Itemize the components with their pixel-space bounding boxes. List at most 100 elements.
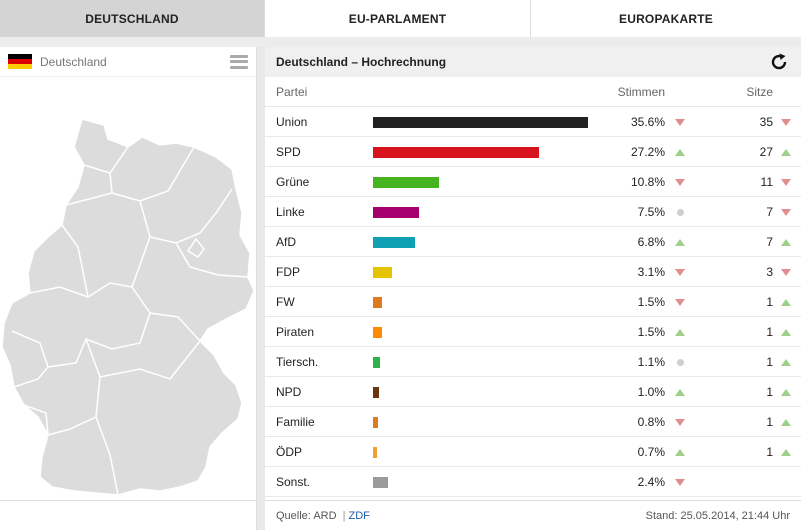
vote-percent: 1.1% <box>637 355 665 369</box>
seat-count: 3 <box>766 265 773 279</box>
vote-share-bar <box>373 326 382 338</box>
seat-trend-down-icon <box>781 208 791 216</box>
bar-cell <box>373 287 588 317</box>
vote-percent: 1.5% <box>637 325 665 339</box>
table-row[interactable]: AfD 6.8% 7 <box>265 227 801 257</box>
top-tabs: DEUTSCHLAND EU-PARLAMENT EUROPAKARTE <box>0 0 801 37</box>
vote-trend <box>673 167 687 197</box>
bar-cell <box>373 107 588 137</box>
table-row[interactable]: SPD 27.2% 27 <box>265 137 801 167</box>
table-row[interactable]: ÖDP 0.7% 1 <box>265 437 801 467</box>
table-row[interactable]: Grüne 10.8% 11 <box>265 167 801 197</box>
seat-count: 35 <box>759 115 773 129</box>
vote-percent: 0.7% <box>637 445 665 459</box>
party-name: ÖDP <box>276 445 303 459</box>
tab-deutschland[interactable]: DEUTSCHLAND <box>0 0 265 37</box>
results-title: Deutschland – Hochrechnung <box>276 55 447 69</box>
seat-count: 1 <box>766 355 773 369</box>
region-selector[interactable]: Deutschland <box>0 47 256 77</box>
vote-share-bar <box>373 416 378 428</box>
vote-trend-down-icon <box>675 178 685 186</box>
germany-flag-icon <box>8 54 32 69</box>
vote-trend-up-icon <box>675 328 685 336</box>
bar-cell <box>373 437 588 467</box>
source-line: Quelle: ARD | ZDF <box>276 510 646 522</box>
seat-trend <box>779 287 793 317</box>
header-strip <box>0 37 801 47</box>
bar-cell <box>373 377 588 407</box>
seat-trend-down-icon <box>781 178 791 186</box>
germany-map[interactable] <box>0 117 256 512</box>
seat-trend-up-icon <box>781 148 791 156</box>
vote-trend-down-icon <box>675 268 685 276</box>
table-row[interactable]: Sonst. 2.4% <box>265 467 801 497</box>
party-name: FDP <box>276 265 300 279</box>
party-name: Sonst. <box>276 475 311 489</box>
source-zdf-link[interactable]: ZDF <box>348 509 370 522</box>
source-separator: | <box>342 509 346 522</box>
vote-trend-up-icon <box>675 238 685 246</box>
vote-share-bar <box>373 236 415 248</box>
bar-cell <box>373 467 588 497</box>
bar-cell <box>373 317 588 347</box>
vote-share-bar <box>373 206 419 218</box>
table-row[interactable]: FW 1.5% 1 <box>265 287 801 317</box>
seat-count: 1 <box>766 445 773 459</box>
seat-trend <box>779 167 793 197</box>
tab-europakarte[interactable]: EUROPAKARTE <box>531 0 801 37</box>
vote-trend <box>673 437 687 467</box>
vote-share-bar <box>373 116 588 128</box>
table-row[interactable]: Piraten 1.5% 1 <box>265 317 801 347</box>
seat-count: 7 <box>766 205 773 219</box>
table-row[interactable]: Tiersch. 1.1% 1 <box>265 347 801 377</box>
vote-percent: 0.8% <box>637 415 665 429</box>
seat-count <box>705 467 773 497</box>
vote-trend-neutral-icon <box>676 358 684 366</box>
party-name: Piraten <box>276 325 315 339</box>
seat-trend-up-icon <box>781 238 791 246</box>
vote-trend-up-icon <box>675 388 685 396</box>
vote-percent: 7.5% <box>637 205 665 219</box>
results-table: Union 35.6% 35 SPD 27.2% 27 Grüne 10.8% 11 Linke 7… <box>265 107 801 497</box>
vote-percent: 1.5% <box>637 295 665 309</box>
vote-share-bar <box>373 296 382 308</box>
table-row[interactable]: NPD 1.0% 1 <box>265 377 801 407</box>
vote-trend-up-icon <box>675 148 685 156</box>
vote-percent: 3.1% <box>637 265 665 279</box>
menu-icon[interactable] <box>230 54 248 69</box>
seat-trend <box>779 467 793 497</box>
party-name: SPD <box>276 145 301 159</box>
table-row[interactable]: Linke 7.5% 7 <box>265 197 801 227</box>
table-row[interactable]: Familie 0.8% 1 <box>265 407 801 437</box>
vote-trend <box>673 407 687 437</box>
seat-trend-up-icon <box>781 418 791 426</box>
state-borders <box>11 146 249 496</box>
seat-trend <box>779 437 793 467</box>
vote-percent: 35.6% <box>630 115 665 129</box>
seat-count: 7 <box>766 235 773 249</box>
col-seats: Sitze <box>746 85 773 99</box>
map-panel: Deutschland <box>0 47 257 530</box>
table-row[interactable]: FDP 3.1% 3 <box>265 257 801 287</box>
vote-share-bar <box>373 386 379 398</box>
tab-eu-parlament[interactable]: EU-PARLAMENT <box>265 0 531 37</box>
vote-share-bar <box>373 266 392 278</box>
col-party: Partei <box>276 85 308 99</box>
map-outline <box>1 118 255 496</box>
seat-trend <box>779 107 793 137</box>
vote-share-bar <box>373 356 380 368</box>
party-name: AfD <box>276 235 297 249</box>
timestamp: Stand: 25.05.2014, 21:44 Uhr <box>645 509 790 522</box>
seat-trend-up-icon <box>781 448 791 456</box>
refresh-icon[interactable] <box>769 52 789 72</box>
party-name: FW <box>276 295 295 309</box>
source-ard: ARD <box>313 509 337 522</box>
vote-trend-up-icon <box>675 448 685 456</box>
vote-trend <box>673 347 687 377</box>
vote-percent: 27.2% <box>630 145 665 159</box>
bar-cell <box>373 197 588 227</box>
party-name: Linke <box>276 205 305 219</box>
seat-count: 27 <box>759 145 773 159</box>
table-row[interactable]: Union 35.6% 35 <box>265 107 801 137</box>
seat-trend-down-icon <box>781 118 791 126</box>
